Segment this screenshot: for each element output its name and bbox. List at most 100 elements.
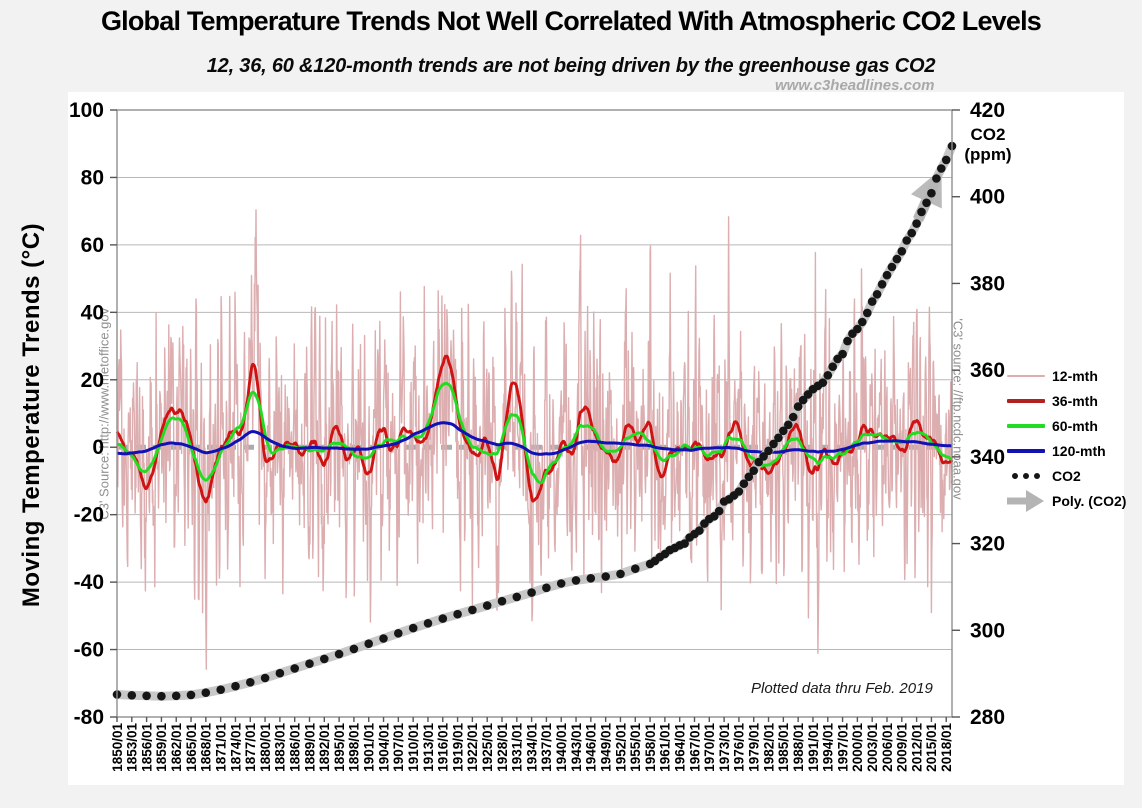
x-axis-tick-label: 2006/01 [880,723,895,772]
co2-dot [867,297,877,306]
co2-dot [320,654,329,664]
co2-dot [482,601,492,610]
x-axis-tick-label: 1943/01 [569,723,584,772]
temperature-series [115,209,954,670]
co2-dot [349,644,359,654]
x-axis-tick-label: 2018/01 [939,723,954,772]
co2-dot [714,506,724,516]
legend-arrow-icon [1007,488,1045,514]
co2-dot [201,688,211,697]
co2-dot [468,605,477,615]
co2-dot [863,308,872,318]
plot-frame [116,109,953,718]
legend-line-swatch [1007,399,1045,403]
co2-dot [892,254,902,264]
left-axis-tick-label: 40 [81,301,104,324]
co2-dot [497,596,507,606]
series-60-mth [115,381,954,485]
left-axis-tick-label: -40 [74,571,104,594]
legend-item-36-mth: 36-mth [1007,391,1126,411]
x-axis-tick-label: 1910/01 [406,723,421,772]
co2-dot [853,324,862,334]
x-axis-tick-label: 1952/01 [613,723,628,772]
co2-dot [695,526,704,535]
x-axis-tick-label: 1904/01 [376,723,391,772]
co2-dot [917,207,926,217]
co2-dot [739,479,749,489]
co2-dot [216,685,225,694]
co2-dot [275,668,285,678]
co2-dot [127,691,137,700]
x-axis-tick-label: 1883/01 [273,723,288,772]
co2-dot [231,681,240,691]
co2-dot [157,691,166,701]
co2-dot [759,452,768,461]
legend-label: 36-mth [1052,393,1098,409]
x-axis-tick-label: 1853/01 [125,723,140,772]
co2-dot [512,592,522,602]
x-axis-tick-label: 2009/01 [895,723,910,772]
co2-dot [779,426,788,436]
legend-label: 120-mth [1052,443,1106,459]
right-axis-tick-label: 420 [970,99,1005,122]
x-axis-tick-label: 1922/01 [465,723,480,772]
co2-dot [305,659,314,668]
co2-dot [788,412,798,422]
x-axis-tick-label: 1895/01 [332,723,347,772]
chart-subtitle: 12, 36, 60 &120-month trends are not bei… [206,55,936,77]
co2-dot [838,349,847,359]
x-axis-tick-label: 1850/01 [110,723,125,772]
x-axis-tick-label: 1931/01 [510,723,525,772]
x-axis-tick-label: 1985/01 [776,723,791,772]
co2-dot [927,188,936,198]
co2-dot [784,420,793,430]
co2-dot [186,690,196,700]
x-axis-tick-label: 1886/01 [288,723,303,772]
co2-dot-series [112,141,957,701]
co2-dot [246,678,255,687]
right-axis-tick-label: 280 [970,706,1005,729]
series-120-mth [115,421,954,456]
co2-dot [872,290,882,299]
x-axis-tick-label: 2003/01 [865,723,880,772]
watermark-url: www.c3headlines.com [775,77,935,94]
co2-dot [793,402,803,411]
legend-line-swatch [1007,375,1045,377]
co2-dot [858,317,867,327]
co2-dot [843,336,852,346]
legend-item-poly-co2: Poly. (CO2) [1007,488,1126,514]
x-axis-tick-label: 1913/01 [421,723,436,772]
series-36-mth [115,354,954,504]
x-axis-tick-label: 1889/01 [302,723,317,772]
x-axis-tick-label: 1892/01 [317,723,332,772]
x-axis-tick-label: 1949/01 [599,723,614,772]
x-axis-tick-label: 1955/01 [628,723,643,772]
right-axis-tick-label: 360 [970,359,1005,382]
co2-dot [527,588,536,597]
x-axis-tick-label: 1919/01 [450,723,465,772]
x-axis-tick-label: 1925/01 [480,723,495,772]
x-axis-tick-label: 1946/01 [584,723,599,772]
co2-dot [887,262,897,272]
right-axis-tick-label: 380 [970,272,1005,295]
x-axis-tick-label: 1898/01 [347,723,362,772]
legend-item-60-mth: 60-mth [1007,416,1126,436]
co2-dot [290,664,300,673]
x-axis-tick-label: 2000/01 [850,723,865,772]
legend-item-12-mth: 12-mth [1007,366,1126,386]
left-axis-tick-label: -60 [74,639,104,662]
x-axis-tick-label: 1997/01 [835,723,850,772]
x-axis-tick-label: 2012/01 [909,723,924,772]
left-axis-tick-label: 100 [69,99,104,122]
co2-dot [379,634,388,643]
x-axis-tick-label: 1961/01 [658,723,673,772]
co2-dot [616,569,625,579]
x-axis-tick-label: 1934/01 [524,723,539,772]
co2-dot [408,623,418,633]
co2-dot [774,433,783,443]
co2-dot [749,466,758,476]
right-axis-tick-label: 400 [970,186,1005,209]
x-axis-tick-label: 1928/01 [495,723,510,772]
co2-dot [744,472,754,482]
x-axis-tick-label: 1994/01 [821,723,836,772]
